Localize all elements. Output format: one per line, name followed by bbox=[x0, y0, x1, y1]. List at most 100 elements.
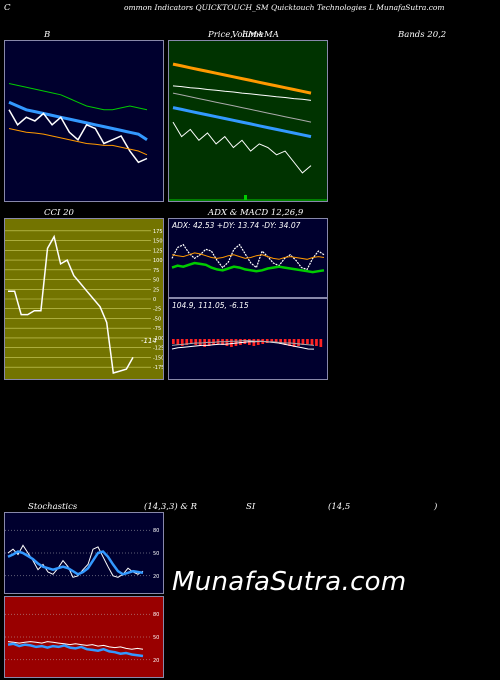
macd-histogram-bar bbox=[239, 339, 242, 345]
macd-histogram-bar bbox=[283, 339, 287, 345]
macd-histogram-bar bbox=[176, 339, 180, 345]
bollinger-chart bbox=[8, 83, 148, 164]
rsi-close-paren: ) bbox=[434, 502, 438, 512]
ema-orange-line bbox=[172, 62, 312, 95]
bollinger-label: B bbox=[44, 30, 51, 40]
price-ma-panel bbox=[168, 40, 328, 202]
cci-tick-label: -75 bbox=[153, 326, 161, 332]
bollinger-price-line bbox=[8, 109, 148, 164]
rsi-panel: 80 50 20 bbox=[4, 596, 164, 678]
macd-histogram-bar bbox=[279, 339, 282, 344]
rsi-grid-tick-label: 50 bbox=[153, 635, 159, 641]
macd-line bbox=[171, 340, 315, 350]
ma-blue-line bbox=[172, 106, 312, 139]
macd-histogram-bar bbox=[256, 339, 260, 345]
rsi-grid-tick-label: 80 bbox=[153, 612, 159, 618]
ma-white-line bbox=[172, 85, 312, 101]
macd-histogram-bar bbox=[234, 339, 238, 346]
adx-values-label: ADX: 42.53 +DY: 13.74 -DY: 34.07 bbox=[171, 221, 301, 230]
bollinger-upper-line bbox=[8, 83, 148, 111]
macd-signal-line bbox=[171, 340, 315, 346]
stochastics-label: Stochastics bbox=[28, 502, 78, 512]
cci-grid: 175 150 125 100 75 50 25 0 -25 -50 -75 -100 -125 -150… bbox=[5, 229, 164, 371]
stoch-grid-tick-label: 50 bbox=[153, 551, 159, 557]
cci-label: CCI 20 bbox=[44, 208, 74, 218]
macd-histogram-bar bbox=[180, 339, 184, 346]
cci-line bbox=[8, 234, 134, 374]
macd-histogram-bar bbox=[243, 339, 247, 344]
macd-histogram-bar bbox=[172, 339, 175, 344]
rsi-params: (14,5 bbox=[328, 502, 351, 512]
stochastics-params: (14,3,3) & R bbox=[144, 502, 198, 512]
macd-histogram-bar bbox=[315, 339, 318, 346]
header-c: C bbox=[4, 3, 11, 13]
price-label: Price, bbox=[208, 30, 233, 40]
cci-tick-label: 75 bbox=[153, 268, 159, 274]
macd-chart: 104.9, 111.05, -6.15 bbox=[171, 301, 323, 350]
rsi-line bbox=[7, 641, 144, 650]
cci-tick-label: 125 bbox=[153, 248, 163, 254]
rsi-grid: 80 50 20 bbox=[5, 612, 159, 664]
cci-tick-label: 175 bbox=[153, 229, 163, 235]
macd-histogram-bar bbox=[230, 339, 233, 347]
macd-histogram-bar bbox=[225, 339, 229, 346]
cci-tick-label: -175 bbox=[153, 365, 163, 371]
cci-panel: 175 150 125 100 75 50 25 0 -25 -50 -75 -100 -125 -150… bbox=[4, 218, 164, 380]
cci-tick-label: -25 bbox=[153, 307, 161, 313]
macd-histogram-bar bbox=[306, 339, 309, 344]
macd-histogram-bar bbox=[274, 339, 278, 343]
stochastics-d-line bbox=[7, 550, 144, 576]
bollinger-lower-line bbox=[8, 128, 148, 156]
rsi-label: SI bbox=[246, 502, 256, 512]
cci-tick-label: -125 bbox=[153, 346, 163, 352]
macd-values-label: 104.9, 111.05, -6.15 bbox=[172, 301, 249, 310]
adx-green-line bbox=[171, 261, 325, 274]
macd-histogram-bar bbox=[301, 339, 305, 345]
mrsi-line bbox=[7, 642, 144, 658]
macd-histogram-bar bbox=[319, 339, 323, 347]
ma-label: MA bbox=[264, 30, 279, 40]
cci-tick-label: 0 bbox=[153, 297, 156, 303]
macd-histogram-bar bbox=[189, 339, 193, 344]
adx-orange-line bbox=[171, 252, 325, 260]
price-ma-chart bbox=[169, 62, 327, 201]
cci-last-value: -114 bbox=[141, 337, 157, 345]
adx-chart: ADX: 42.53 +DY: 13.74 -DY: 34.07 bbox=[171, 221, 325, 274]
adx-white-line bbox=[171, 243, 325, 271]
macd-panel: 104.9, 111.05, -6.15 bbox=[168, 298, 328, 380]
cci-tick-label: 150 bbox=[153, 239, 163, 245]
rsi-grid-tick-label: 20 bbox=[153, 658, 159, 664]
cci-tick-label: -100 bbox=[153, 336, 163, 342]
rsi-chart: 80 50 20 bbox=[5, 612, 159, 664]
macd-histogram-bar bbox=[265, 339, 269, 343]
stoch-grid-tick-label: 20 bbox=[153, 574, 159, 580]
macd-histogram-bar bbox=[297, 339, 300, 346]
ema-label: EMA bbox=[242, 30, 264, 40]
adx-panel: ADX: 42.53 +DY: 13.74 -DY: 34.07 bbox=[168, 218, 328, 298]
bollinger-panel bbox=[4, 40, 164, 202]
macd-histogram-bar bbox=[270, 339, 274, 342]
bollinger-middle-line bbox=[8, 100, 148, 142]
macd-histogram-bar bbox=[194, 339, 198, 345]
stochastics-chart: 80 50 20 bbox=[5, 528, 159, 580]
macd-histogram-bar bbox=[252, 339, 256, 346]
cci-chart: 175 150 125 100 75 50 25 0 -25 -50 -75 -100 -125 -150… bbox=[5, 229, 164, 374]
cci-tick-label: 25 bbox=[153, 287, 159, 293]
macd-histogram-bar bbox=[310, 339, 314, 345]
stoch-grid-tick-label: 80 bbox=[153, 528, 159, 534]
macd-histogram-bar bbox=[185, 339, 189, 345]
cci-tick-label: -50 bbox=[153, 316, 161, 322]
bands-label: Bands 20,2 bbox=[398, 30, 447, 40]
watermark: MunafaSutra.com bbox=[172, 567, 407, 597]
volume-bar bbox=[244, 195, 247, 200]
price-line bbox=[172, 121, 312, 174]
ma-gray-line bbox=[172, 92, 312, 123]
cci-tick-label: -150 bbox=[153, 355, 163, 361]
cci-tick-label: 100 bbox=[153, 258, 163, 264]
adx-macd-label: ADX & MACD 12,26,9 bbox=[208, 208, 304, 218]
volume-label: Volume bbox=[232, 30, 264, 40]
cci-tick-label: 50 bbox=[153, 278, 159, 284]
stochastics-panel: 80 50 20 bbox=[4, 512, 164, 594]
page-title: ommon Indicators QUICKTOUCH_SM Quicktouc… bbox=[124, 3, 445, 12]
